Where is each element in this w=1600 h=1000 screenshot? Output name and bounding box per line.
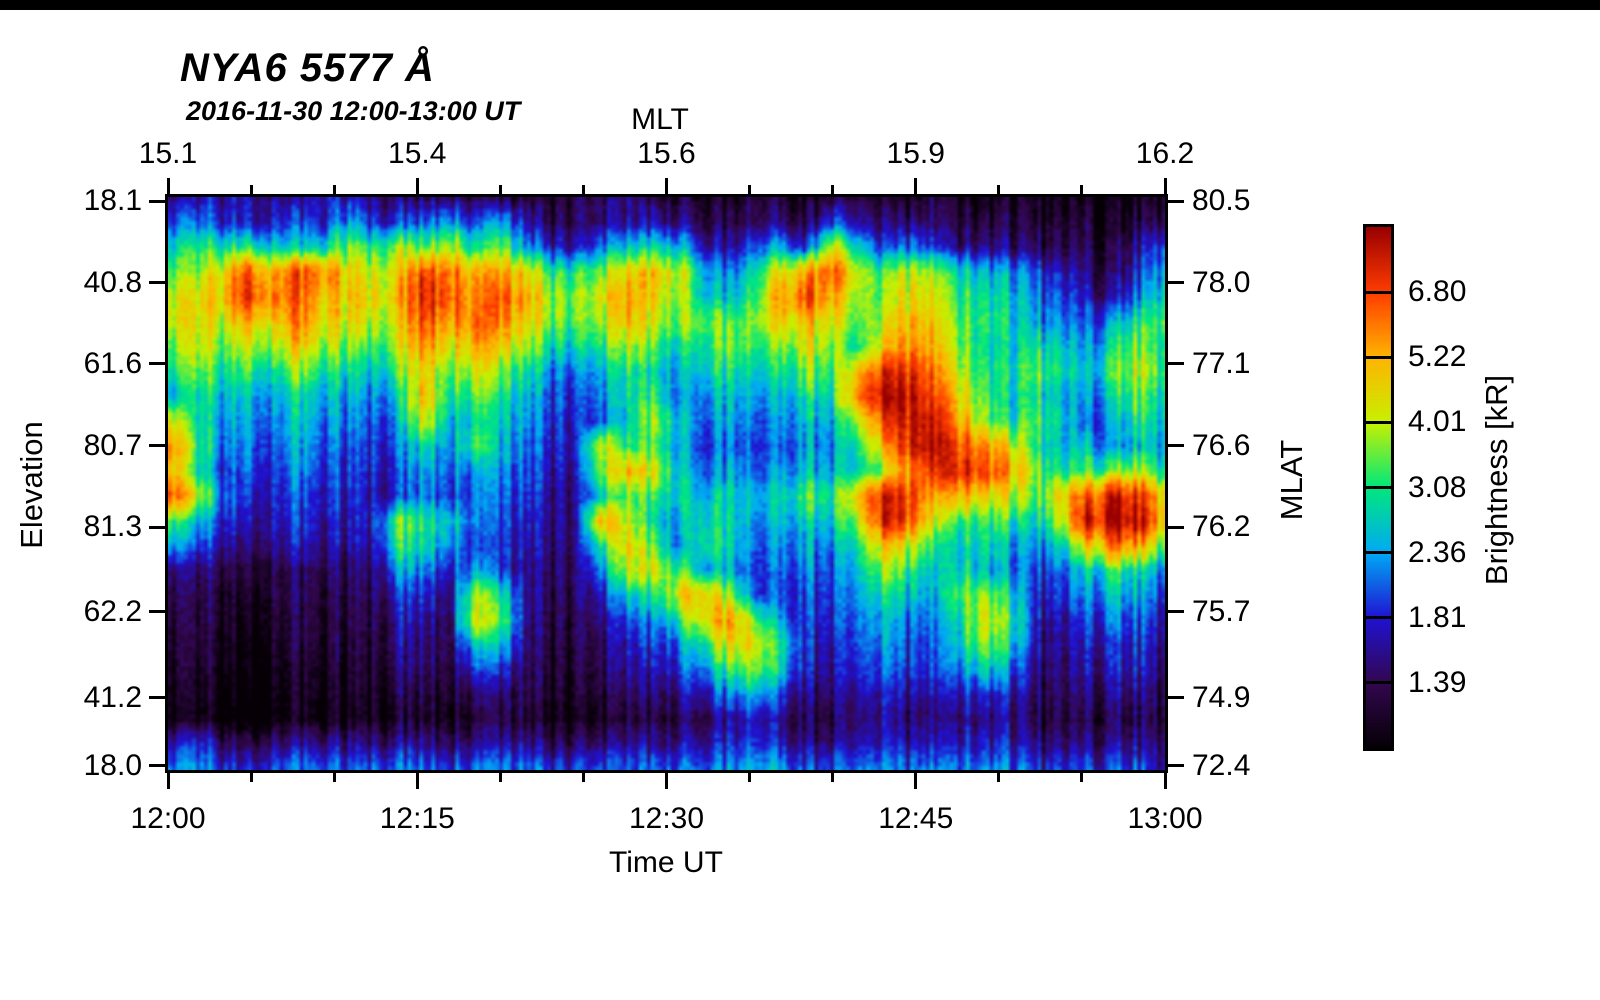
bottom-minor-tick — [498, 773, 502, 782]
top-minor-tick — [249, 185, 253, 194]
bottom-minor-tick — [332, 773, 336, 782]
right-tick — [1168, 199, 1184, 203]
bottom-minor-tick — [249, 773, 253, 782]
bottom-minor-tick — [1080, 773, 1084, 782]
mlt-tick-label: 15.9 — [886, 137, 945, 170]
colorbar-tick-label: 6.80 — [1408, 275, 1467, 309]
colorbar-divider — [1366, 681, 1391, 685]
colorbar-tick-label: 3.08 — [1408, 470, 1467, 504]
top-axis-title: MLT — [631, 103, 689, 136]
right-tick — [1168, 696, 1184, 700]
right-tick — [1168, 764, 1184, 768]
left-tick — [149, 362, 165, 366]
chart-title: NYA6 5577 Å — [180, 46, 435, 90]
elevation-tick-label: 61.6 — [83, 346, 142, 380]
elevation-tick-label: 18.0 — [83, 748, 142, 782]
time-tick-label: 12:30 — [628, 802, 705, 835]
right-tick — [1168, 525, 1184, 529]
colorbar-divider — [1366, 486, 1391, 489]
colorbar-divider — [1366, 616, 1391, 620]
colorbar-divider — [1366, 551, 1391, 555]
bottom-minor-tick — [748, 773, 752, 782]
mlt-tick-label: 16.2 — [1135, 137, 1195, 170]
time-tick-label: 12:15 — [379, 802, 455, 835]
colorbar-divider — [1366, 420, 1391, 424]
colorbar-tick-label: 1.81 — [1408, 600, 1467, 634]
colorbar-divider — [1366, 290, 1391, 294]
elevation-tick-label: 62.2 — [83, 594, 142, 628]
top-minor-tick — [498, 185, 502, 194]
colorbar-tick-label: 4.01 — [1408, 405, 1467, 439]
mlt-tick-label: 15.4 — [388, 137, 447, 170]
mlat-tick-label: 74.9 — [1192, 680, 1251, 714]
mlat-tick-label: 77.1 — [1192, 346, 1251, 380]
colorbar-tick-label: 2.36 — [1408, 535, 1467, 569]
left-tick — [149, 444, 165, 448]
elevation-tick-label: 80.7 — [83, 428, 142, 462]
right-tick — [1168, 444, 1184, 448]
time-tick-label: 12:00 — [130, 802, 206, 835]
mlat-tick-label: 78.0 — [1192, 265, 1251, 299]
bottom-major-tick — [665, 773, 668, 789]
mlat-tick-label: 76.2 — [1192, 510, 1251, 544]
chart-subtitle: 2016-11-30 12:00-13:00 UT — [186, 96, 521, 126]
bottom-major-tick — [166, 773, 170, 789]
elevation-tick-label: 40.8 — [83, 265, 142, 299]
top-major-tick — [1163, 178, 1167, 194]
elevation-tick-label: 81.3 — [83, 510, 142, 544]
left-tick — [149, 525, 165, 529]
plot-frame — [165, 194, 1168, 773]
mlat-tick-label: 76.6 — [1192, 428, 1251, 462]
top-minor-tick — [332, 185, 336, 194]
bottom-major-tick — [415, 773, 419, 789]
right-tick — [1168, 610, 1184, 614]
left-tick — [149, 610, 165, 614]
left-tick — [149, 281, 165, 285]
top-minor-tick — [1080, 185, 1084, 194]
bottom-major-tick — [914, 773, 918, 789]
top-minor-tick — [581, 185, 585, 194]
elevation-tick-label: 41.2 — [83, 680, 142, 714]
bottom-major-tick — [1163, 773, 1167, 789]
colorbar-tick-label: 1.39 — [1408, 665, 1467, 699]
left-tick — [149, 199, 165, 203]
mlt-tick-label: 15.6 — [637, 137, 696, 170]
right-tick — [1168, 281, 1184, 285]
top-major-tick — [166, 178, 170, 194]
left-tick — [149, 696, 165, 700]
top-minor-tick — [997, 185, 1001, 194]
top-minor-tick — [831, 185, 835, 194]
mlat-tick-label: 80.5 — [1192, 184, 1251, 217]
top-major-tick — [665, 178, 668, 194]
mlat-tick-label: 72.4 — [1192, 748, 1251, 782]
mlat-tick-label: 75.7 — [1192, 594, 1251, 628]
bottom-minor-tick — [831, 773, 835, 782]
top-major-tick — [914, 178, 918, 194]
top-major-tick — [415, 178, 419, 194]
left-tick — [149, 764, 165, 768]
time-tick-label: 13:00 — [1127, 802, 1203, 835]
mlt-tick-label: 15.1 — [138, 137, 198, 170]
top-border-strip — [0, 0, 1600, 10]
heatmap-canvas — [168, 197, 1165, 770]
bottom-minor-tick — [581, 773, 585, 782]
top-minor-tick — [748, 185, 752, 194]
colorbar-divider — [1366, 355, 1391, 359]
right-tick — [1168, 362, 1184, 366]
bottom-axis-title: Time UT — [609, 846, 723, 879]
colorbar-tick-label: 5.22 — [1408, 340, 1467, 374]
bottom-minor-tick — [997, 773, 1001, 782]
elevation-tick-label: 18.1 — [83, 184, 142, 217]
time-tick-label: 12:45 — [878, 802, 954, 835]
